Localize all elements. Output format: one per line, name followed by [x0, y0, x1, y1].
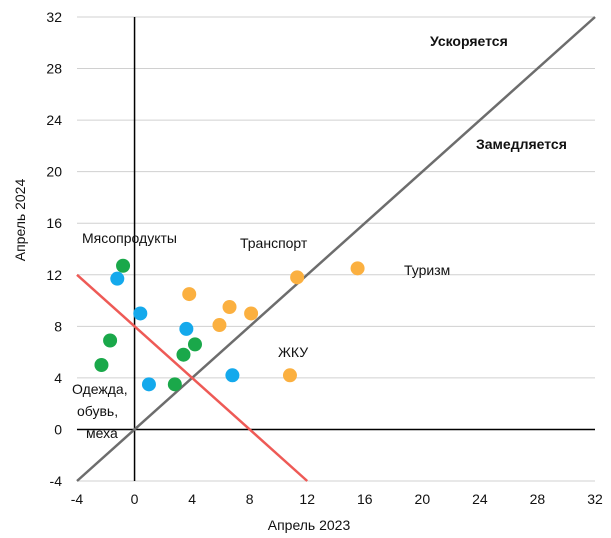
data-point [350, 261, 365, 276]
y-tick-label: 24 [46, 112, 62, 128]
x-tick-label: 32 [587, 491, 603, 507]
data-point [167, 377, 182, 392]
x-tick-label: 12 [299, 491, 315, 507]
x-axis-title: Апрель 2023 [268, 517, 351, 533]
annotation-clothes-line2: обувь, [77, 403, 118, 419]
data-point [212, 318, 227, 333]
annotation-tourism: Туризм [404, 262, 450, 278]
x-tick-label: 4 [188, 491, 196, 507]
x-tick-label: 28 [530, 491, 546, 507]
data-point [179, 321, 194, 336]
y-tick-label: 16 [46, 215, 62, 231]
data-point [225, 368, 240, 383]
annotation-decelerates: Замедляется [476, 136, 567, 152]
x-tick-label: 20 [415, 491, 431, 507]
annotation-clothes-line3: меха [86, 425, 118, 441]
y-tick-label: 0 [54, 421, 62, 437]
data-point [133, 306, 148, 321]
x-tick-label: 0 [131, 491, 139, 507]
data-point [110, 271, 125, 286]
data-point [282, 368, 297, 383]
y-tick-label: -4 [50, 473, 63, 489]
annotation-meat: Мясопродукты [82, 230, 177, 246]
data-point [182, 287, 197, 302]
y-tick-label: 12 [46, 267, 62, 283]
data-points [94, 258, 365, 392]
data-point [141, 377, 156, 392]
diagonal-line [76, 16, 596, 482]
data-point [94, 358, 109, 372]
reference-lines [76, 16, 596, 482]
ticks-layer: -4 0 4 8 12 16 20 24 28 32 -4 0 4 8 12 16 20 24 28 32 [46, 9, 603, 507]
y-tick-label: 28 [46, 61, 62, 77]
y-tick-label: 8 [54, 318, 62, 334]
y-axis-title: Апрель 2024 [12, 179, 28, 262]
annotation-transport: Транспорт [240, 235, 308, 251]
axes-layer [77, 17, 595, 481]
y-tick-label: 4 [54, 370, 62, 386]
data-point [176, 347, 191, 362]
annotation-clothes-line1: Одежда, [72, 381, 128, 397]
y-tick-label: 20 [46, 164, 62, 180]
x-tick-label: 16 [357, 491, 373, 507]
annotation-accelerates: Ускоряется [430, 33, 508, 49]
data-point [116, 258, 131, 273]
data-point [290, 270, 305, 285]
threshold-line [76, 273, 309, 482]
x-tick-label: 8 [246, 491, 254, 507]
y-tick-label: 32 [46, 9, 62, 25]
x-tick-label: 24 [472, 491, 488, 507]
data-point [103, 333, 118, 348]
x-tick-label: -4 [71, 491, 84, 507]
data-point [222, 300, 237, 314]
data-point [244, 306, 259, 321]
data-point [187, 337, 202, 352]
annotation-housing: ЖКУ [278, 344, 308, 360]
